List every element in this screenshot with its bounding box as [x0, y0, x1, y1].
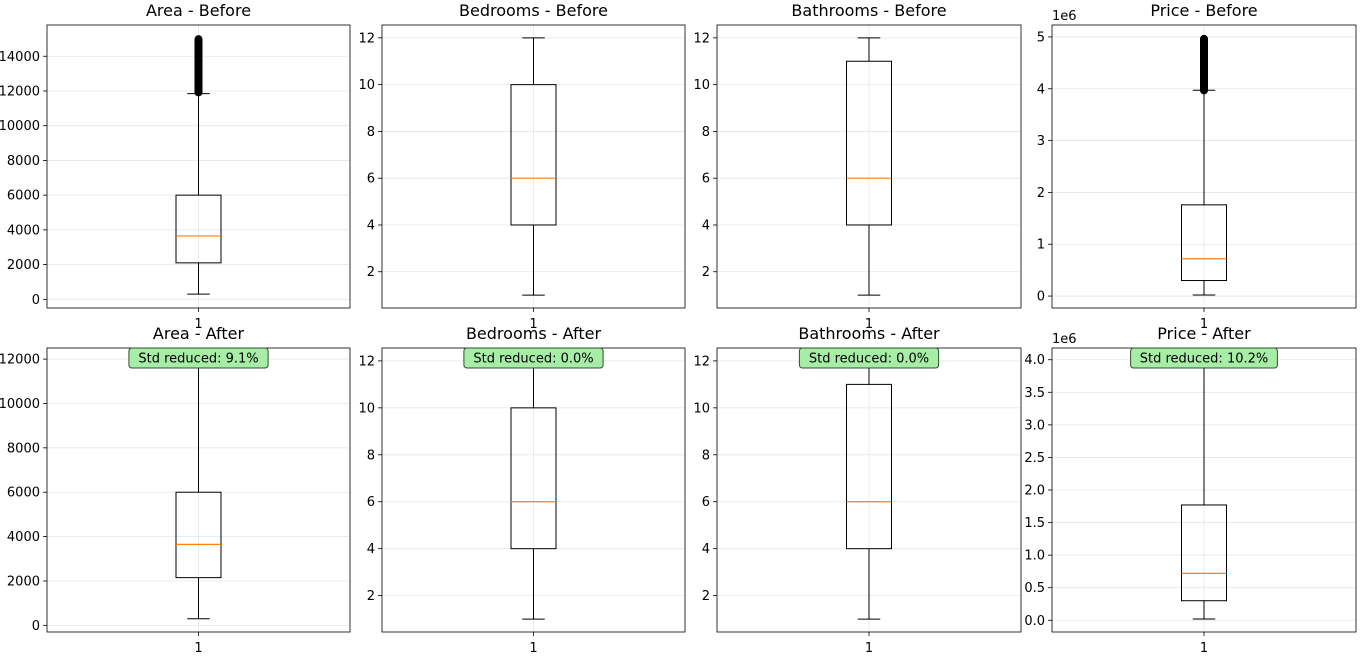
- y-tick-label: 8: [367, 448, 375, 463]
- y-tick-label: 3: [1037, 134, 1045, 149]
- y-tick-label: 4: [367, 218, 375, 233]
- y-offset-label: 1e6: [1052, 9, 1077, 24]
- y-tick-label: 10000: [0, 397, 40, 412]
- y-tick-label: 6: [367, 172, 375, 187]
- y-tick-label: 5: [1037, 30, 1045, 45]
- iqr-box: [846, 60, 892, 226]
- subplot-title: Bathrooms - After: [798, 324, 940, 343]
- std-annotation-box: [128, 347, 269, 369]
- subplot-3: 2 4 6 8 10 12 1 Bathrooms - Before: [693, 1, 1022, 332]
- y-tick-label: 10000: [0, 119, 40, 134]
- y-tick-label: 6: [702, 495, 710, 510]
- subplot-title: Bathrooms - Before: [791, 1, 946, 20]
- y-tick-label: 6000: [7, 189, 40, 204]
- y-tick-label: 6: [702, 172, 710, 187]
- y-tick-label: 4: [367, 542, 375, 557]
- y-tick-label: 1.0: [1024, 549, 1045, 564]
- y-tick-label: 10: [693, 78, 710, 93]
- y-tick-label: 8000: [7, 441, 40, 456]
- y-tick-label: 14000: [0, 50, 40, 65]
- iqr-box: [846, 383, 892, 550]
- subplot-7: 2 4 6 8 10 12 1 Bathrooms - After Std reduced: 0…: [693, 324, 1022, 656]
- subplot-4: 0 1 2 3 4 5 1 1e6 Price - Before: [1037, 1, 1357, 332]
- x-tick-label: 1: [865, 641, 873, 656]
- std-annotation-text: Std reduced: 0.0%: [809, 352, 929, 367]
- std-annotation-text: Std reduced: 0.0%: [473, 352, 593, 367]
- subplot-title: Price - Before: [1150, 1, 1257, 20]
- y-tick-label: 0: [1037, 290, 1045, 305]
- iqr-box: [1181, 504, 1227, 602]
- y-tick-label: 6000: [7, 486, 40, 501]
- x-tick-label: 1: [1200, 641, 1208, 656]
- y-tick-label: 2: [367, 589, 375, 604]
- std-annotation-box: [798, 347, 940, 369]
- y-tick-label: 4: [702, 218, 710, 233]
- std-annotation-text: Std reduced: 9.1%: [138, 352, 258, 367]
- y-tick-label: 2: [1037, 186, 1045, 201]
- y-tick-label: 2: [367, 265, 375, 280]
- y-tick-label: 0: [32, 293, 40, 308]
- y-tick-label: 3.0: [1024, 418, 1045, 433]
- y-tick-label: 12000: [0, 353, 40, 368]
- y-tick-label: 1.5: [1024, 516, 1045, 531]
- y-tick-label: 12: [358, 354, 375, 369]
- subplot-5: 0 2000 4000 6000 8000 10000 12000 1 Area - After…: [0, 324, 351, 656]
- y-tick-label: 2000: [7, 574, 40, 589]
- subplot-title: Area - After: [153, 324, 245, 343]
- y-tick-label: 10: [358, 401, 375, 416]
- y-tick-label: 4: [1037, 82, 1045, 97]
- y-tick-label: 2: [702, 265, 710, 280]
- y-offset-label: 1e6: [1052, 332, 1077, 347]
- y-tick-label: 10: [358, 78, 375, 93]
- subplot-title: Bedrooms - After: [466, 324, 601, 343]
- subplot-1: 0 2000 4000 6000 8000 10000 12000 14000 1 Area - …: [0, 1, 351, 332]
- y-tick-label: 0.5: [1024, 581, 1045, 596]
- y-tick-label: 6: [367, 495, 375, 510]
- y-tick-label: 12: [358, 31, 375, 46]
- y-tick-label: 4: [702, 542, 710, 557]
- y-tick-label: 0.0: [1024, 614, 1045, 629]
- subplot-6: 2 4 6 8 10 12 1 Bedrooms - After Std reduced: 0.…: [358, 324, 686, 656]
- outlier-points: [1200, 34, 1208, 95]
- y-tick-label: 8000: [7, 154, 40, 169]
- x-tick-label: 1: [529, 317, 537, 332]
- y-tick-label: 8: [702, 125, 710, 140]
- y-tick-label: 2.5: [1024, 451, 1045, 466]
- std-annotation-text: Std reduced: 10.2%: [1140, 352, 1269, 367]
- std-annotation-box: [463, 347, 604, 369]
- iqr-box: [510, 407, 557, 550]
- iqr-box: [510, 84, 557, 226]
- y-tick-label: 3.5: [1024, 386, 1045, 401]
- y-tick-label: 10: [693, 401, 710, 416]
- y-tick-label: 12: [693, 354, 710, 369]
- y-tick-label: 2000: [7, 258, 40, 273]
- subplot-title: Price - After: [1157, 324, 1251, 343]
- iqr-box: [175, 491, 222, 579]
- subplot-8: 0.0 0.5 1.0 1.5 2.0 2.5 3.0 3.5 4.0 1 1e6 Price - A…: [1024, 324, 1357, 656]
- iqr-box: [175, 194, 222, 264]
- outlier-points: [194, 35, 203, 97]
- y-tick-label: 2.0: [1024, 484, 1045, 499]
- iqr-box: [1181, 204, 1227, 282]
- y-tick-label: 4000: [7, 223, 40, 238]
- y-tick-label: 8: [367, 125, 375, 140]
- y-tick-label: 12000: [0, 84, 40, 99]
- y-tick-label: 8: [702, 448, 710, 463]
- subplot-title: Bedrooms - Before: [459, 1, 608, 20]
- subplot-title: Area - Before: [146, 1, 251, 20]
- x-tick-label: 1: [194, 317, 202, 332]
- y-tick-label: 4.0: [1024, 353, 1045, 368]
- x-tick-label: 1: [194, 641, 202, 656]
- x-tick-label: 1: [865, 317, 873, 332]
- y-tick-label: 1: [1037, 238, 1045, 253]
- y-tick-label: 4000: [7, 530, 40, 545]
- subplot-2: 2 4 6 8 10 12 1 Bedrooms - Before: [358, 1, 686, 332]
- y-tick-label: 2: [702, 589, 710, 604]
- y-tick-label: 0: [32, 619, 40, 634]
- y-tick-label: 12: [693, 31, 710, 46]
- std-annotation-box: [1130, 347, 1278, 369]
- x-tick-label: 1: [529, 641, 537, 656]
- x-tick-label: 1: [1200, 317, 1208, 332]
